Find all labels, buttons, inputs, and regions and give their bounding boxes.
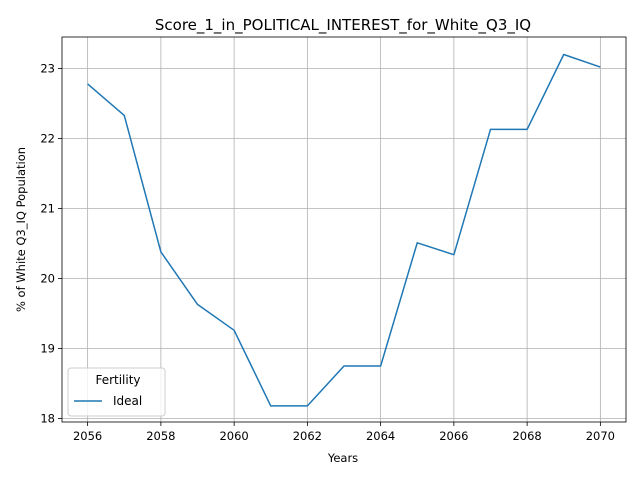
- series-layer: [87, 53, 601, 407]
- legend-title: Fertility: [95, 373, 140, 387]
- y-tick-label: 22: [40, 132, 55, 146]
- y-tick-label: 20: [40, 272, 55, 286]
- chart-title: Score_1_in_POLITICAL_INTEREST_for_White_…: [155, 16, 531, 35]
- y-tick-label: 19: [40, 342, 55, 356]
- plot-area-frame: [61, 36, 627, 423]
- x-tick-label: 2058: [146, 429, 175, 443]
- x-tick-label: 2056: [73, 429, 102, 443]
- legend-box: [67, 367, 166, 417]
- y-tick-label: 21: [40, 202, 55, 216]
- x-tick-label: 2070: [586, 429, 615, 443]
- legend-entry-ideal: Ideal: [113, 394, 142, 408]
- x-tick-label: 2064: [366, 429, 395, 443]
- x-tick-label: 2068: [512, 429, 541, 443]
- grid: [62, 37, 626, 422]
- series-line-ideal: [87, 53, 601, 407]
- y-tick-label: 23: [40, 62, 55, 76]
- x-axis-label: Years: [327, 451, 358, 465]
- x-tick-label: 2062: [293, 429, 322, 443]
- x-tick-label: 2066: [439, 429, 468, 443]
- legend: Fertility Ideal: [67, 367, 166, 417]
- y-tick-label: 18: [40, 412, 55, 426]
- y-axis-label: % of White Q3_IQ Population: [14, 147, 28, 312]
- x-axis-ticks: 2056 2058 2060 2062 2064 2066 2068 2070: [73, 422, 615, 443]
- x-tick-label: 2060: [219, 429, 248, 443]
- y-axis-ticks: 18 19 20 21 22 23: [40, 62, 62, 426]
